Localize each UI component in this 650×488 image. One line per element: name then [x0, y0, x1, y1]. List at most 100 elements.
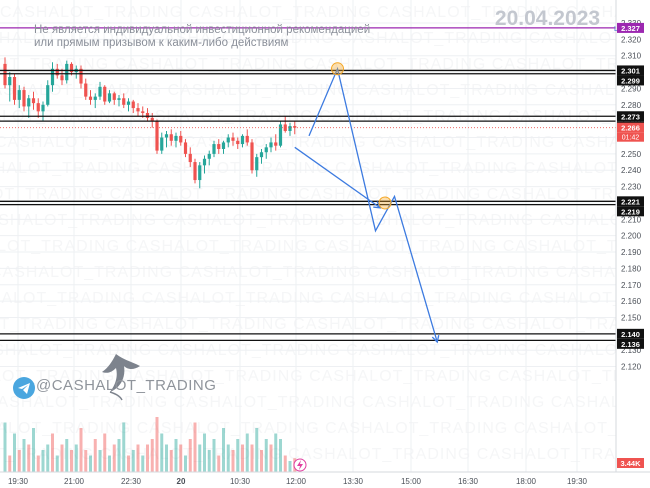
- y-tick-label: 2.160: [621, 297, 642, 306]
- candle: [3, 57, 7, 89]
- candle: [84, 78, 88, 100]
- volume-bar: [217, 455, 221, 472]
- volume-bar: [245, 433, 249, 472]
- candle: [288, 122, 292, 136]
- volume-bar: [60, 444, 64, 472]
- volume-bar: [117, 439, 121, 472]
- y-tick-label: 2.180: [621, 264, 642, 273]
- y-tick-label: 2.150: [621, 313, 642, 322]
- candle: [131, 99, 135, 113]
- volume-bar: [236, 439, 240, 472]
- level-tags: 2.3272.3012.2992.2732.2702.2212.2192.140…: [293, 22, 644, 472]
- volume-bar: [283, 455, 287, 472]
- candle: [79, 65, 83, 89]
- lightning-icon: [293, 458, 307, 472]
- volume-bar: [93, 439, 97, 472]
- x-tick-label: 20: [177, 477, 186, 486]
- volume-bar: [269, 444, 273, 472]
- candle: [112, 91, 116, 105]
- candle: [74, 65, 78, 79]
- candle: [217, 139, 221, 154]
- y-tick-label: 2.230: [621, 183, 642, 192]
- volume-bar: [198, 444, 202, 472]
- candle: [278, 121, 283, 148]
- candle: [269, 137, 273, 153]
- candle: [193, 158, 197, 184]
- y-tick-label: 2.200: [621, 232, 642, 241]
- forecast-path: [294, 146, 381, 209]
- x-tick-label: 13:30: [343, 477, 364, 486]
- candle: [236, 137, 240, 149]
- volume-bar: [74, 444, 78, 472]
- level-tag: 2.221: [617, 196, 644, 207]
- volume-bar: [70, 450, 73, 472]
- target-marker: [331, 62, 344, 76]
- candle: [41, 101, 45, 122]
- candle: [8, 72, 12, 102]
- volume-bar: [160, 433, 164, 472]
- volume-bar: [84, 450, 88, 472]
- volume-bar: [264, 439, 268, 472]
- volume-bar: [207, 450, 211, 472]
- volume-bar: [155, 417, 159, 472]
- candle: [160, 132, 164, 154]
- volume-bar: [260, 450, 263, 472]
- x-tick-label: 16:30: [458, 477, 479, 486]
- candle: [250, 139, 254, 174]
- level-tag: 2.140: [617, 328, 644, 339]
- x-tick-label: 22:30: [121, 477, 142, 486]
- y-tick-label: 2.280: [621, 101, 642, 110]
- volume-bar: [112, 444, 116, 472]
- volume-bar: [174, 439, 178, 472]
- forecast-arrowhead: [431, 335, 440, 344]
- volume-bar: [203, 433, 206, 472]
- volume-bar: [55, 455, 59, 472]
- svg-text:2.140: 2.140: [621, 330, 640, 339]
- y-tick-label: 2.190: [621, 248, 642, 257]
- volume-bar: [17, 450, 21, 472]
- candle: [122, 93, 126, 109]
- volume-bar: [231, 450, 235, 472]
- volume-bar: [241, 444, 244, 472]
- brand-handle[interactable]: @CASHALOT_TRADING: [36, 377, 217, 394]
- candle: [12, 73, 17, 105]
- volume-bar: [279, 439, 282, 472]
- y-tick-label: 2.250: [621, 150, 642, 159]
- volume-bar: [51, 433, 54, 472]
- x-tick-label: 18:00: [516, 477, 537, 486]
- volume-bar: [222, 428, 225, 472]
- candle: [60, 68, 64, 86]
- volume-bars: [3, 417, 297, 472]
- x-tick-label: 15:00: [401, 477, 422, 486]
- volume-bar: [188, 439, 192, 472]
- candle: [198, 162, 202, 189]
- volume-bar: [13, 433, 16, 472]
- markers: [331, 62, 392, 210]
- candle: [155, 119, 159, 154]
- volume-bar: [108, 455, 111, 472]
- candle: [88, 90, 93, 105]
- volume-bar: [127, 455, 130, 472]
- date-stamp: 20.04.2023: [494, 7, 600, 30]
- volume-bar: [150, 439, 154, 472]
- y-tick-label: 2.240: [621, 166, 642, 175]
- candle: [50, 62, 55, 92]
- volume-bar: [22, 439, 26, 472]
- candle: [207, 150, 211, 166]
- candle: [226, 134, 230, 148]
- volume-bar: [146, 444, 149, 472]
- x-tick-label: 10:30: [230, 477, 251, 486]
- volume-bar: [122, 422, 126, 472]
- candle: [183, 139, 188, 158]
- telegram-icon[interactable]: [13, 377, 35, 399]
- candle: [103, 85, 107, 105]
- candle: [22, 86, 26, 112]
- candle: [126, 98, 131, 112]
- candle: [55, 63, 59, 79]
- y-tick-label: 2.170: [621, 281, 642, 290]
- candle: [169, 129, 173, 146]
- candle: [17, 85, 21, 109]
- candle: [150, 112, 154, 128]
- candle: [179, 130, 183, 146]
